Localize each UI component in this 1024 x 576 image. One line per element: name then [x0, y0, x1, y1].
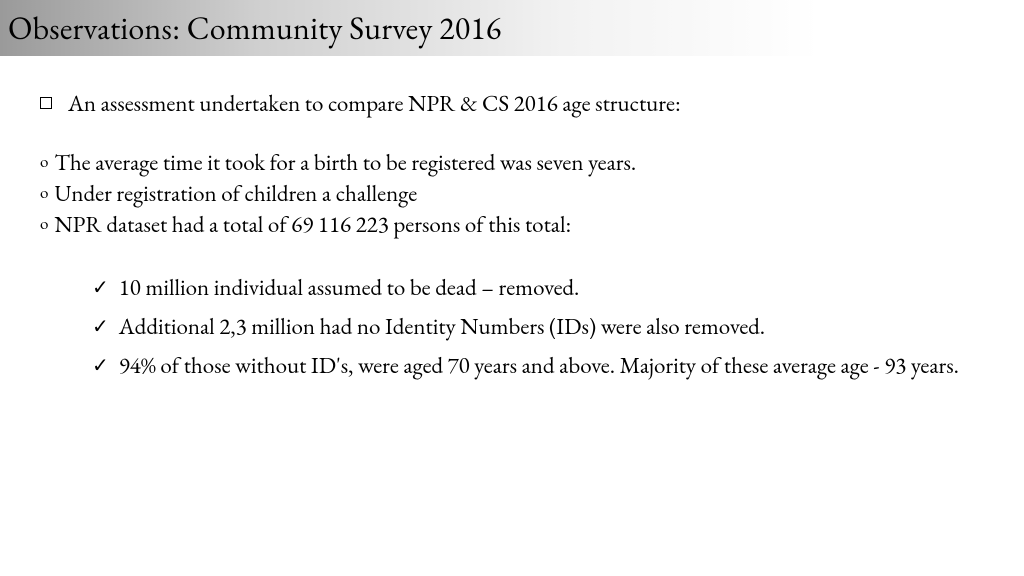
bullet-level2: o NPR dataset had a total of 69 116 223 …	[40, 209, 984, 240]
circle-bullet-icon: o	[40, 182, 48, 205]
level3-text: 94% of those without ID's, were aged 70 …	[119, 346, 984, 385]
level3-text: 10 million individual assumed to be dead…	[119, 268, 984, 307]
level1-text: An assessment undertaken to compare NPR …	[68, 88, 681, 119]
bullet-level3: ✓ 94% of those without ID's, were aged 7…	[92, 346, 984, 385]
bullet-level3: ✓ Additional 2,3 million had no Identity…	[92, 307, 984, 346]
bullet-level2: o Under registration of children a chall…	[40, 178, 984, 209]
check-icon: ✓	[92, 348, 109, 382]
level2-text: The average time it took for a birth to …	[54, 147, 636, 178]
level2-text: NPR dataset had a total of 69 116 223 pe…	[54, 209, 571, 240]
level2-list: o The average time it took for a birth t…	[40, 147, 984, 240]
level3-text: Additional 2,3 million had no Identity N…	[119, 307, 984, 346]
square-bullet-icon	[40, 97, 52, 109]
slide-title: Observations: Community Survey 2016	[8, 7, 501, 49]
bullet-level3: ✓ 10 million individual assumed to be de…	[92, 268, 984, 307]
bullet-level1: An assessment undertaken to compare NPR …	[40, 88, 984, 119]
bullet-level2: o The average time it took for a birth t…	[40, 147, 984, 178]
slide-content: An assessment undertaken to compare NPR …	[0, 56, 1024, 385]
level3-list: ✓ 10 million individual assumed to be de…	[92, 268, 984, 385]
circle-bullet-icon: o	[40, 213, 48, 236]
check-icon: ✓	[92, 270, 109, 304]
check-icon: ✓	[92, 309, 109, 343]
level2-text: Under registration of children a challen…	[54, 178, 417, 209]
title-bar: Observations: Community Survey 2016	[0, 0, 1024, 56]
circle-bullet-icon: o	[40, 151, 48, 174]
